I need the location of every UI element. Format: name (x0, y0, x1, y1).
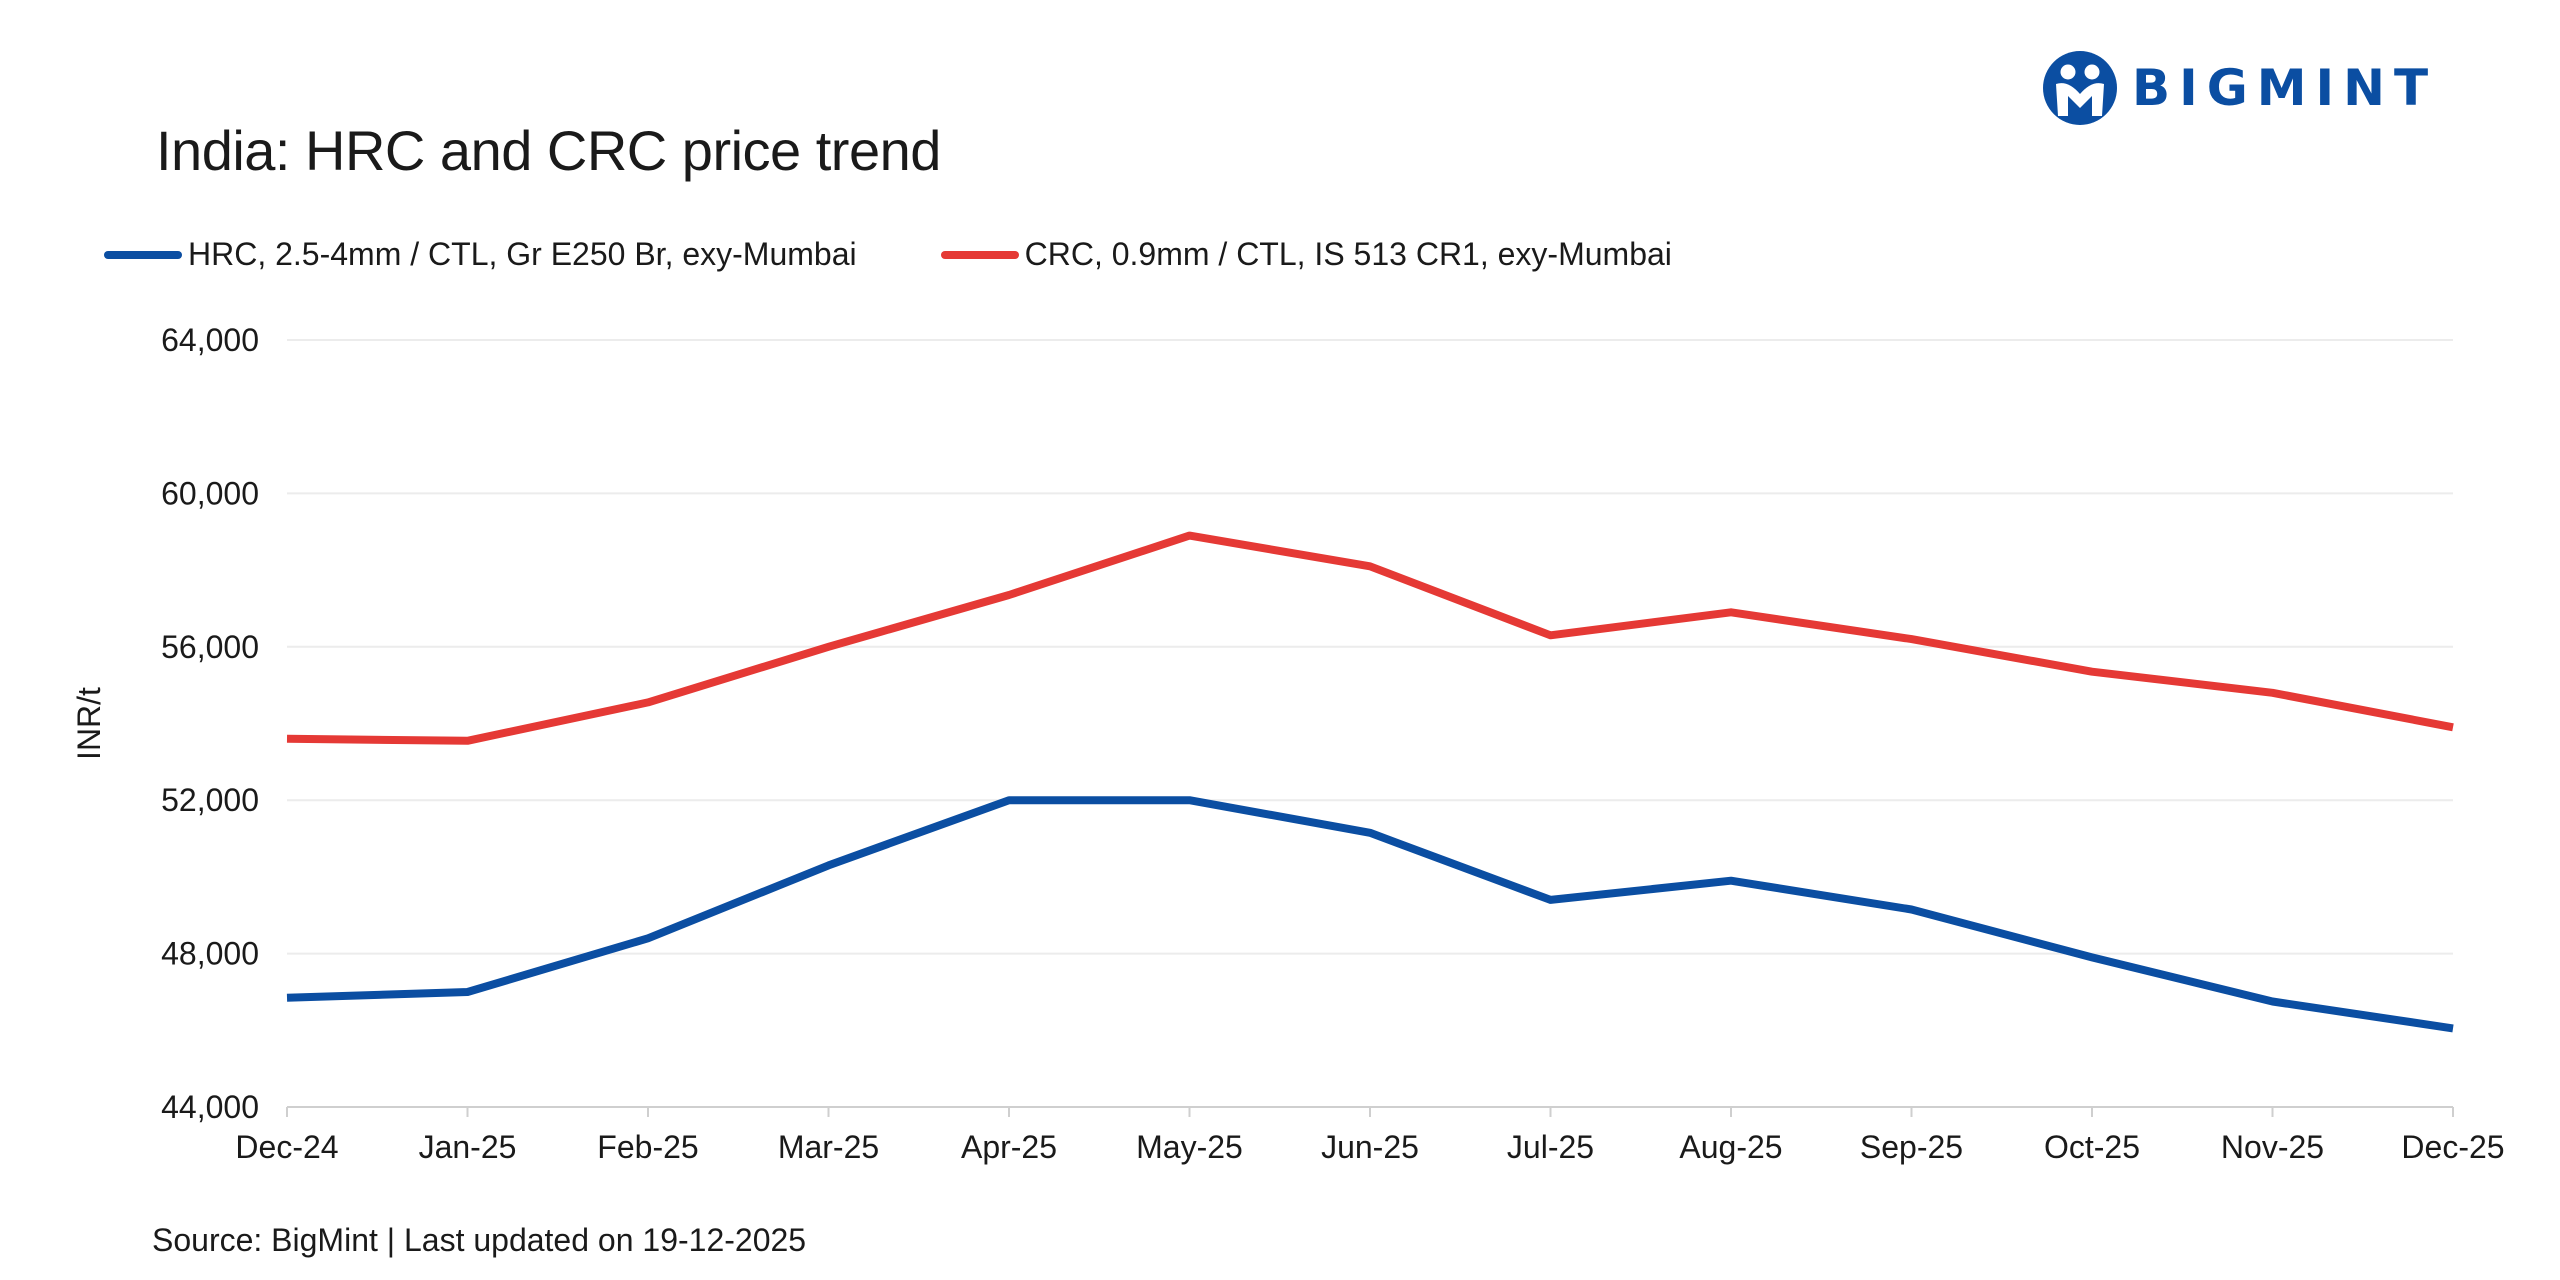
x-tick-label: Jun-25 (1321, 1129, 1419, 1165)
grid-lines (287, 339, 2453, 955)
legend-label-hrc: HRC, 2.5-4mm / CTL, Gr E250 Br, exy-Mumb… (188, 236, 857, 272)
bigmint-logo-icon (2043, 51, 2117, 125)
data-point (1189, 799, 1191, 801)
data-point (467, 740, 469, 742)
x-tick-label: Mar-25 (778, 1129, 879, 1165)
x-tick-label: Dec-25 (2401, 1129, 2504, 1165)
source-note: Source: BigMint | Last updated on 19-12-… (152, 1222, 807, 1258)
y-tick-label: 56,000 (161, 629, 259, 665)
y-tick-label: 48,000 (161, 936, 259, 972)
data-point (1008, 594, 1010, 596)
series-lines (286, 531, 2454, 1033)
x-tick-label: Oct-25 (2044, 1129, 2140, 1165)
legend-swatch-crc (940, 250, 1019, 259)
data-point (2452, 1027, 2454, 1029)
x-tick-label: Jul-25 (1507, 1129, 1594, 1165)
data-point (1008, 799, 1010, 801)
legend-item-hrc: HRC, 2.5-4mm / CTL, Gr E250 Br, exy-Mumb… (104, 236, 857, 273)
y-tick-label: 52,000 (161, 782, 259, 818)
data-point (1550, 899, 1552, 901)
y-axis-label: INR/t (71, 687, 107, 760)
x-tick-label: Aug-25 (1679, 1129, 1782, 1165)
data-point (828, 646, 830, 648)
data-point (828, 864, 830, 866)
series-line-crc (286, 531, 2454, 745)
x-tick-label: Feb-25 (597, 1129, 698, 1165)
x-tick-label: Jan-25 (419, 1129, 517, 1165)
data-point (1730, 611, 1732, 613)
x-axis: Dec-24 Jan-25 Feb-25 Mar-25 Apr-25 May-25 Jun-… (235, 1106, 2505, 1165)
y-tick-label: 60,000 (161, 475, 259, 511)
x-tick-label: Dec-24 (235, 1129, 338, 1165)
brand-logo: BIGMINT (2042, 48, 2437, 128)
chart-title: India: HRC and CRC price trend (156, 119, 941, 182)
y-tick-label: 44,000 (161, 1089, 259, 1125)
data-point (1369, 832, 1371, 834)
y-tick-label: 64,000 (161, 322, 259, 358)
data-point (1550, 634, 1552, 636)
data-point (1730, 880, 1732, 882)
data-point (2452, 726, 2454, 728)
x-tick-label: Sep-25 (1860, 1129, 1963, 1165)
y-axis-ticks: 44,000 48,000 52,000 56,000 60,000 64,000 (161, 322, 259, 1125)
chart-legend: HRC, 2.5-4mm / CTL, Gr E250 Br, exy-Mumb… (104, 236, 1756, 273)
legend-swatch-hrc (104, 250, 182, 259)
x-tick-label: Apr-25 (961, 1129, 1057, 1165)
data-point (286, 738, 288, 740)
series-line-hrc (286, 796, 2454, 1033)
data-point (467, 991, 469, 993)
data-point (647, 701, 649, 703)
x-tick-label: May-25 (1136, 1129, 1243, 1165)
data-point (2091, 671, 2093, 673)
data-point (1911, 908, 1913, 910)
brand-name: BIGMINT (2132, 59, 2438, 117)
data-point (647, 937, 649, 939)
legend-label-crc: CRC, 0.9mm / CTL, IS 513 CR1, exy-Mumbai (1024, 236, 1672, 272)
x-tick-label: Nov-25 (2221, 1129, 2324, 1165)
data-point (286, 997, 288, 999)
legend-item-crc: CRC, 0.9mm / CTL, IS 513 CR1, exy-Mumbai (940, 236, 1672, 273)
data-point (2091, 956, 2093, 958)
data-point (2272, 1001, 2274, 1003)
data-point (1911, 638, 1913, 640)
data-point (1189, 535, 1191, 537)
data-point (2272, 692, 2274, 694)
data-point (1369, 565, 1371, 567)
